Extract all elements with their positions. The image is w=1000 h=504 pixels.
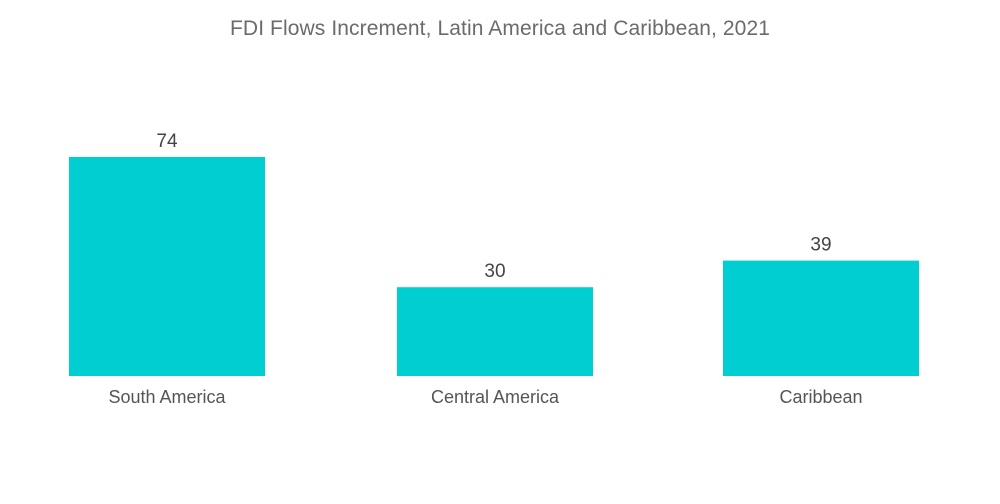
category-label-caribbean: Caribbean [779, 387, 862, 407]
chart-title: FDI Flows Increment, Latin America and C… [230, 17, 770, 40]
data-label-south-america: 74 [156, 131, 178, 152]
category-label-south-america: South America [108, 387, 226, 407]
category-label-central-america: Central America [431, 387, 560, 407]
bar-south-america [69, 157, 265, 376]
bar-central-america [397, 287, 593, 376]
bar-caribbean [723, 260, 919, 376]
data-label-central-america: 30 [484, 261, 505, 282]
data-label-caribbean: 39 [810, 235, 831, 256]
